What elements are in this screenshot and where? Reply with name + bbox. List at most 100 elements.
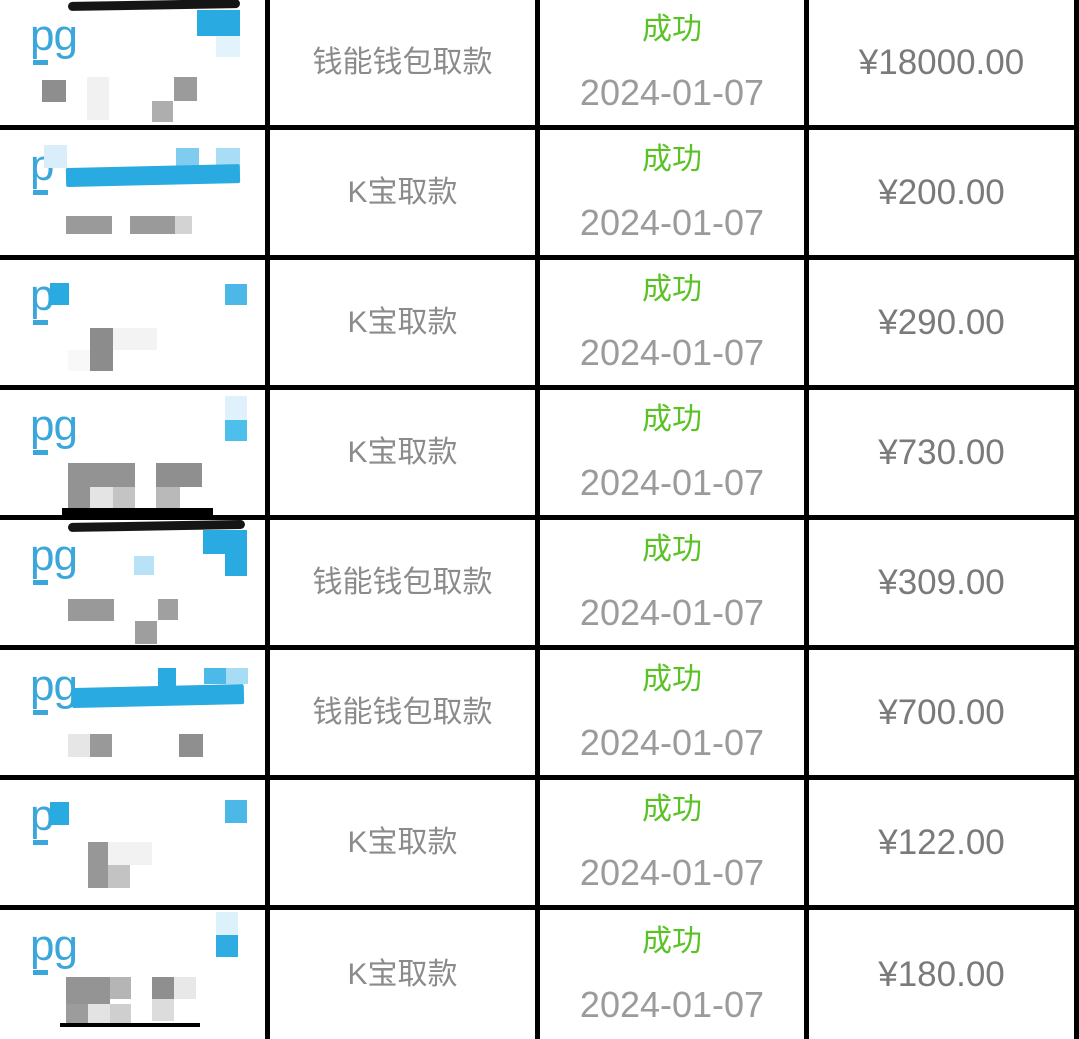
receipt-thumbnail-image[interactable]: p — [0, 780, 265, 905]
receipt-thumbnail-image[interactable]: p — [0, 130, 265, 255]
amount-cell: ¥122.00 — [809, 780, 1079, 910]
receipt-thumbnail-image[interactable]: pg — [0, 390, 265, 515]
status-cell: 成功 2024-01-07 — [540, 520, 809, 650]
transaction-type: 钱能钱包取款 — [312, 695, 493, 729]
redacted-block — [110, 977, 131, 999]
transaction-date: 2024-01-07 — [579, 461, 765, 503]
redacted-block — [68, 487, 90, 509]
redacted-block — [68, 734, 90, 757]
table-row: p K宝取款 成功 2024-01-07 ¥122.00 — [0, 780, 1079, 910]
redacted-block — [158, 599, 178, 620]
redacted-block — [65, 164, 241, 187]
redacted-block — [71, 684, 245, 708]
redacted-block — [225, 420, 247, 441]
status-cell: 成功 2024-01-07 — [540, 0, 809, 130]
amount-cell: ¥700.00 — [809, 650, 1079, 780]
status-cell: 成功 2024-01-07 — [540, 130, 809, 260]
status-text: 成功 — [642, 662, 702, 696]
receipt-thumbnail-image[interactable]: pg — [0, 650, 265, 775]
receipt-thumbnail-image[interactable]: pg — [0, 0, 265, 125]
redacted-block — [174, 977, 196, 999]
transaction-type-cell: 钱能钱包取款 — [270, 520, 540, 650]
redacted-block — [44, 145, 67, 168]
transaction-type: K宝取款 — [347, 957, 458, 991]
redacted-block — [42, 80, 66, 102]
redacted-block — [113, 487, 135, 509]
status-cell: 成功 2024-01-07 — [540, 650, 809, 780]
status-cell: 成功 2024-01-07 — [540, 910, 809, 1039]
redacted-block — [110, 1004, 131, 1026]
table-row: p K宝取款 成功 2024-01-07 ¥200.00 — [0, 130, 1079, 260]
redacted-block — [179, 734, 203, 757]
redacted-block — [152, 977, 174, 999]
pg-logo: pg — [30, 661, 78, 715]
transaction-date: 2024-01-07 — [579, 983, 765, 1025]
status-text: 成功 — [642, 272, 702, 306]
transaction-type: K宝取款 — [347, 435, 458, 469]
transaction-type-cell: K宝取款 — [270, 130, 540, 260]
receipt-thumbnail-cell: p — [0, 780, 270, 910]
transaction-amount: ¥290.00 — [878, 303, 1005, 342]
redacted-block — [66, 216, 112, 234]
amount-cell: ¥290.00 — [809, 260, 1079, 390]
transaction-type-cell: K宝取款 — [270, 260, 540, 390]
transaction-type: K宝取款 — [347, 825, 458, 859]
pg-logo: pg — [30, 401, 78, 455]
pg-logo: pg — [30, 11, 78, 65]
amount-cell: ¥200.00 — [809, 130, 1079, 260]
pg-logo: pg — [30, 531, 78, 585]
status-text: 成功 — [642, 142, 702, 176]
receipt-thumbnail-image[interactable]: p — [0, 260, 265, 385]
status-cell: 成功 2024-01-07 — [540, 780, 809, 910]
status-text: 成功 — [642, 792, 702, 826]
transaction-type-cell: K宝取款 — [270, 390, 540, 520]
transaction-date: 2024-01-07 — [579, 201, 765, 243]
receipt-thumbnail-cell: pg — [0, 520, 270, 650]
redacted-block — [225, 554, 247, 576]
redacted-block — [108, 865, 130, 888]
redacted-block — [203, 530, 247, 554]
redacted-block — [204, 668, 226, 684]
redacted-block — [60, 1023, 200, 1027]
amount-cell: ¥730.00 — [809, 390, 1079, 520]
redacted-block — [156, 463, 202, 487]
redacted-block — [174, 77, 197, 101]
redacted-block — [226, 668, 248, 684]
redacted-block — [90, 734, 112, 757]
redacted-block — [88, 1004, 110, 1026]
table-row: pg 钱能钱包取款 成功 2024-01-07 ¥18000.00 — [0, 0, 1079, 130]
redacted-block — [225, 396, 247, 420]
receipt-thumbnail-cell: pg — [0, 390, 270, 520]
redacted-block — [50, 283, 69, 305]
transaction-amount: ¥730.00 — [878, 433, 1005, 472]
transaction-date: 2024-01-07 — [579, 71, 765, 113]
redacted-block — [156, 487, 180, 509]
redacted-block — [108, 842, 152, 865]
redacted-block — [90, 487, 113, 509]
redacted-block — [68, 463, 135, 487]
pg-logo: pg — [30, 921, 78, 975]
status-text: 成功 — [642, 924, 702, 958]
transaction-type: K宝取款 — [347, 175, 458, 209]
transaction-amount: ¥18000.00 — [858, 43, 1025, 82]
transaction-type-cell: K宝取款 — [270, 780, 540, 910]
transaction-type: K宝取款 — [347, 305, 458, 339]
status-text: 成功 — [642, 532, 702, 566]
redacted-block — [62, 508, 213, 515]
transaction-type: 钱能钱包取款 — [312, 45, 493, 79]
redacted-block — [66, 1004, 88, 1026]
amount-cell: ¥309.00 — [809, 520, 1079, 650]
transaction-amount: ¥700.00 — [878, 693, 1005, 732]
redacted-block — [175, 216, 192, 234]
redacted-block — [134, 556, 154, 575]
receipt-thumbnail-cell: p — [0, 130, 270, 260]
transaction-amount: ¥180.00 — [878, 955, 1005, 994]
receipt-thumbnail-cell: pg — [0, 0, 270, 130]
redacted-block — [113, 328, 157, 350]
receipt-thumbnail-image[interactable]: pg — [0, 910, 265, 1035]
receipt-thumbnail-image[interactable]: pg — [0, 520, 265, 645]
redacted-block — [152, 101, 173, 122]
redacted-block — [66, 977, 110, 1004]
transaction-date: 2024-01-07 — [579, 721, 765, 763]
